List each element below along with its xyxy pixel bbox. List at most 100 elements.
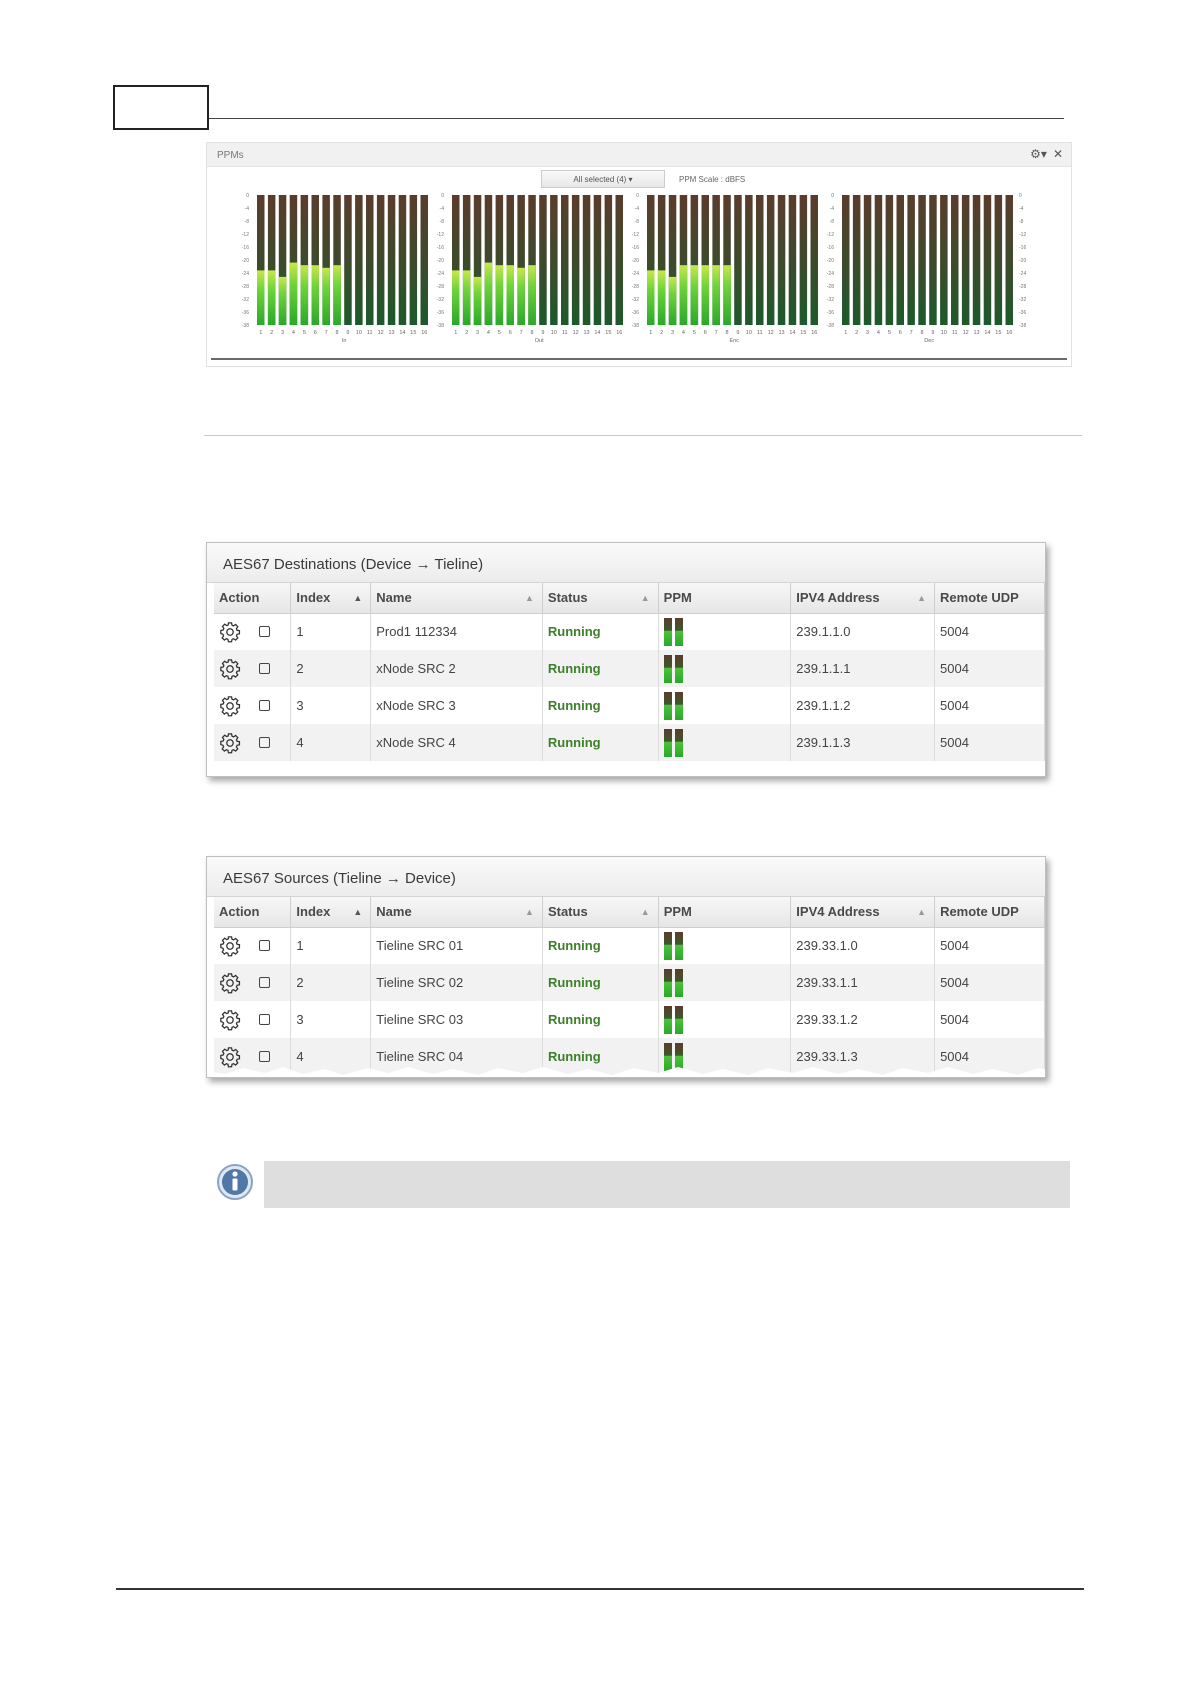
row-checkbox[interactable]: [259, 1051, 270, 1062]
column-header-name[interactable]: Name ▲: [370, 897, 543, 928]
channel-label: 7: [520, 330, 523, 336]
column-header-ipv4[interactable]: IPV4 Address ▲: [790, 583, 936, 614]
column-header-remote-udp[interactable]: Remote UDP: [934, 583, 1045, 614]
ppm-meter-bar: [668, 195, 677, 325]
row-checkbox[interactable]: [259, 1014, 270, 1025]
ppm-meter-bar: [712, 195, 720, 325]
ppm-meter-bar: [777, 195, 786, 325]
gear-icon[interactable]: [219, 658, 241, 680]
channel-label: 2: [465, 330, 468, 336]
remote-udp-cell: 5004: [934, 724, 1045, 761]
column-header-index[interactable]: Index ▲: [290, 583, 372, 614]
channel-label: 9: [346, 330, 349, 336]
channel-group-select[interactable]: All selected (4) ▾: [541, 170, 665, 188]
column-header-name[interactable]: Name ▲: [370, 583, 543, 614]
index-cell: 2: [290, 650, 372, 687]
torn-edge: [207, 1067, 1045, 1077]
scale-tick-label: -24: [632, 271, 639, 277]
row-checkbox[interactable]: [259, 940, 270, 952]
status-cell: Running: [542, 964, 659, 1001]
name-cell: Tieline SRC 02: [370, 964, 543, 1001]
remote-udp-cell: 5004: [934, 650, 1045, 687]
channel-label: 4: [877, 330, 880, 336]
channel-label: 10: [746, 330, 752, 336]
column-header-ppm[interactable]: PPM: [658, 583, 792, 614]
table-row[interactable]: 2 xNode SRC 2 Running 239.1.1.1 5004: [214, 650, 1045, 687]
channel-label: 3: [866, 330, 869, 336]
scale-tick-label: -12: [632, 232, 639, 238]
channel-label: 2: [660, 330, 663, 336]
column-header-ipv4[interactable]: IPV4 Address ▲: [790, 897, 936, 928]
channel-label: 7: [325, 330, 328, 336]
column-header-index[interactable]: Index ▲: [290, 897, 372, 928]
close-icon[interactable]: ✕: [1052, 147, 1063, 161]
ppm-meter-bar: [257, 195, 265, 325]
gear-icon[interactable]: [219, 972, 241, 994]
row-checkbox[interactable]: [259, 737, 270, 748]
column-header-status[interactable]: Status ▲: [542, 897, 659, 928]
channel-label: 3: [671, 330, 674, 336]
row-checkbox[interactable]: [259, 977, 270, 988]
table-row[interactable]: 1 Tieline SRC 01 Running 239.33.1.0 5004: [214, 927, 1045, 964]
column-header-remote-udp[interactable]: Remote UDP: [934, 897, 1045, 928]
action-cell: [214, 687, 292, 724]
ppm-cell: [658, 964, 792, 1001]
status-cell: Running: [542, 687, 659, 724]
table-row[interactable]: 1 Prod1 112334 Running 239.1.1.0 5004: [214, 613, 1045, 650]
gear-icon[interactable]: [219, 732, 241, 754]
scale-tick-label: -4: [830, 206, 835, 212]
ipv4-cell: 239.33.1.2: [790, 1001, 936, 1038]
mini-meter-bar: [674, 1005, 683, 1034]
channel-label: 3: [281, 330, 284, 336]
ppm-meter-level: [267, 270, 276, 325]
table-row[interactable]: 4 xNode SRC 4 Running 239.1.1.3 5004: [214, 724, 1045, 761]
gear-icon[interactable]: [219, 695, 241, 717]
column-header-ppm[interactable]: PPM: [658, 897, 792, 928]
scale-tick-label: -36: [632, 310, 639, 316]
ppm-meter-bar: [495, 195, 504, 325]
column-header-action[interactable]: Action: [214, 897, 292, 928]
mini-meter-bar: [674, 691, 683, 720]
ppm-meter-level: [278, 276, 287, 325]
gear-icon[interactable]: [219, 1009, 241, 1031]
table-row[interactable]: 3 xNode SRC 3 Running 239.1.1.2 5004: [214, 687, 1045, 724]
ppm-meter-bar: [657, 195, 666, 325]
channel-label: 4: [487, 330, 490, 336]
gear-icon[interactable]: [219, 935, 241, 957]
table-row[interactable]: 3 Tieline SRC 03 Running 239.33.1.2 5004: [214, 1001, 1045, 1038]
ppm-meter-bar: [376, 195, 385, 325]
scale-tick-label: -36: [1019, 310, 1026, 316]
ppm-meter-bar: [951, 195, 959, 325]
table-row[interactable]: 4 Tieline SRC 04 Running 239.33.1.3 5004: [214, 1038, 1045, 1075]
ppm-panel-title: PPMs: [217, 150, 244, 161]
status-cell: Running: [542, 724, 659, 761]
row-checkbox[interactable]: [259, 626, 270, 638]
remote-udp-cell: 5004: [934, 927, 1045, 964]
scale-tick-label: -38: [632, 323, 639, 329]
column-header-status[interactable]: Status ▲: [542, 583, 659, 614]
mini-ppm-meter: [663, 691, 683, 720]
ppm-meter-bar: [940, 195, 948, 325]
mini-meter-bar: [663, 728, 672, 757]
row-checkbox[interactable]: [259, 663, 270, 674]
channel-label: 9: [541, 330, 544, 336]
gear-icon[interactable]: [219, 621, 241, 643]
column-header-action[interactable]: Action: [214, 583, 292, 614]
table-row[interactable]: 2 Tieline SRC 02 Running 239.33.1.1 5004: [214, 964, 1045, 1001]
scale-tick-label: -38: [437, 323, 444, 329]
row-checkbox[interactable]: [259, 700, 270, 711]
ppm-meter-bar: [582, 195, 591, 325]
scale-tick-label: -20: [437, 258, 444, 264]
gear-icon[interactable]: ⚙▾: [1030, 147, 1047, 161]
ppm-meter-bar: [528, 195, 536, 325]
ppm-panel: PPMs ⚙▾ ✕ All selected (4) ▾ PPM Scale :…: [206, 142, 1072, 367]
gear-icon[interactable]: [219, 1046, 241, 1068]
scale-tick-label: 0: [831, 193, 834, 199]
note-box: [264, 1161, 1070, 1208]
channel-label: 10: [941, 330, 947, 336]
status-cell: Running: [542, 1038, 659, 1075]
scale-tick-label: -16: [827, 245, 834, 251]
ppm-meter-level: [311, 265, 319, 325]
index-cell: 4: [290, 724, 372, 761]
scale-tick-label: -36: [437, 310, 444, 316]
